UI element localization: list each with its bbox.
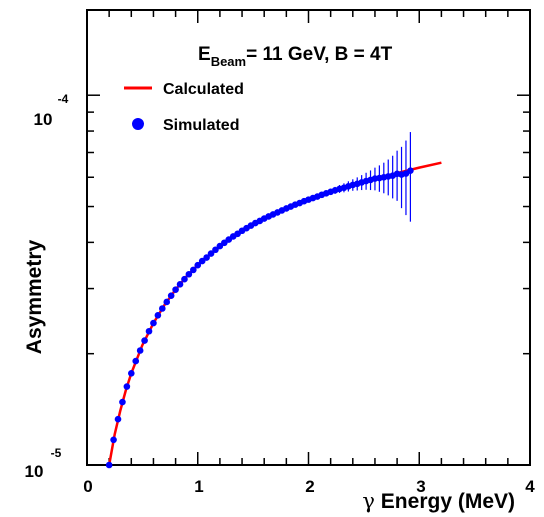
simulated-point: [114, 415, 122, 423]
simulated-point: [190, 266, 197, 274]
x-tick-label: 0: [83, 477, 92, 496]
simulated-point: [198, 257, 206, 265]
simulated-point: [141, 337, 148, 344]
axis-ticks: [86, 10, 531, 466]
gamma-symbol: γ: [362, 489, 375, 513]
simulated-point: [172, 286, 179, 293]
simulated-point: [203, 254, 210, 261]
simulated-point: [105, 461, 113, 469]
simulated-point: [145, 327, 153, 335]
simulated-point: [154, 311, 162, 319]
y-tick-label-mantissa: 10: [25, 462, 44, 481]
simulated-point: [119, 398, 126, 406]
simulated-point: [163, 298, 171, 306]
simulated-point: [212, 246, 219, 254]
legend-label-simulated: Simulated: [163, 117, 239, 134]
simulated-point: [207, 250, 215, 257]
simulated-point: [194, 261, 202, 269]
simulated-point: [132, 357, 140, 365]
legend-marker-swatch: [132, 118, 144, 130]
simulated-point: [176, 281, 184, 288]
simulated-point: [185, 270, 193, 278]
x-tick-label: 4: [525, 477, 535, 496]
annotation-rest: = 11 GeV, B = 4T: [246, 44, 393, 65]
plot-frame: [86, 9, 531, 466]
tick-labels: 0 1 2 3 4 10 -5 10 -4: [25, 92, 536, 496]
x-tick-label: 2: [305, 477, 314, 496]
y-tick-label-exponent: -4: [58, 92, 69, 106]
beam-annotation: EBeam= 11 GeV, B = 4T: [198, 44, 393, 69]
simulated-point: [159, 305, 166, 312]
simulated-point: [167, 292, 175, 299]
simulated-point: [150, 319, 157, 327]
x-tick-label: 3: [416, 477, 425, 496]
simulated-point: [123, 383, 131, 390]
annotation-subscript: Beam: [211, 54, 246, 69]
legend: Calculated Simulated: [124, 81, 244, 134]
annotation-prefix: E: [198, 44, 211, 65]
simulated-point: [136, 347, 144, 354]
simulated-series: [105, 167, 414, 469]
x-tick-label: 1: [194, 477, 203, 496]
y-tick-label-exponent: -5: [51, 446, 62, 460]
simulated-point: [128, 370, 135, 377]
simulated-point: [407, 167, 414, 174]
legend-label-calculated: Calculated: [163, 81, 244, 98]
y-tick-label-mantissa: 10: [34, 110, 53, 129]
simulated-point: [181, 275, 188, 283]
y-axis-title: Asymmetry: [23, 239, 46, 354]
x-axis-title: γ Energy (MeV): [362, 489, 515, 513]
simulated-point: [110, 436, 117, 444]
x-axis-title-text: Energy (MeV): [375, 490, 515, 513]
